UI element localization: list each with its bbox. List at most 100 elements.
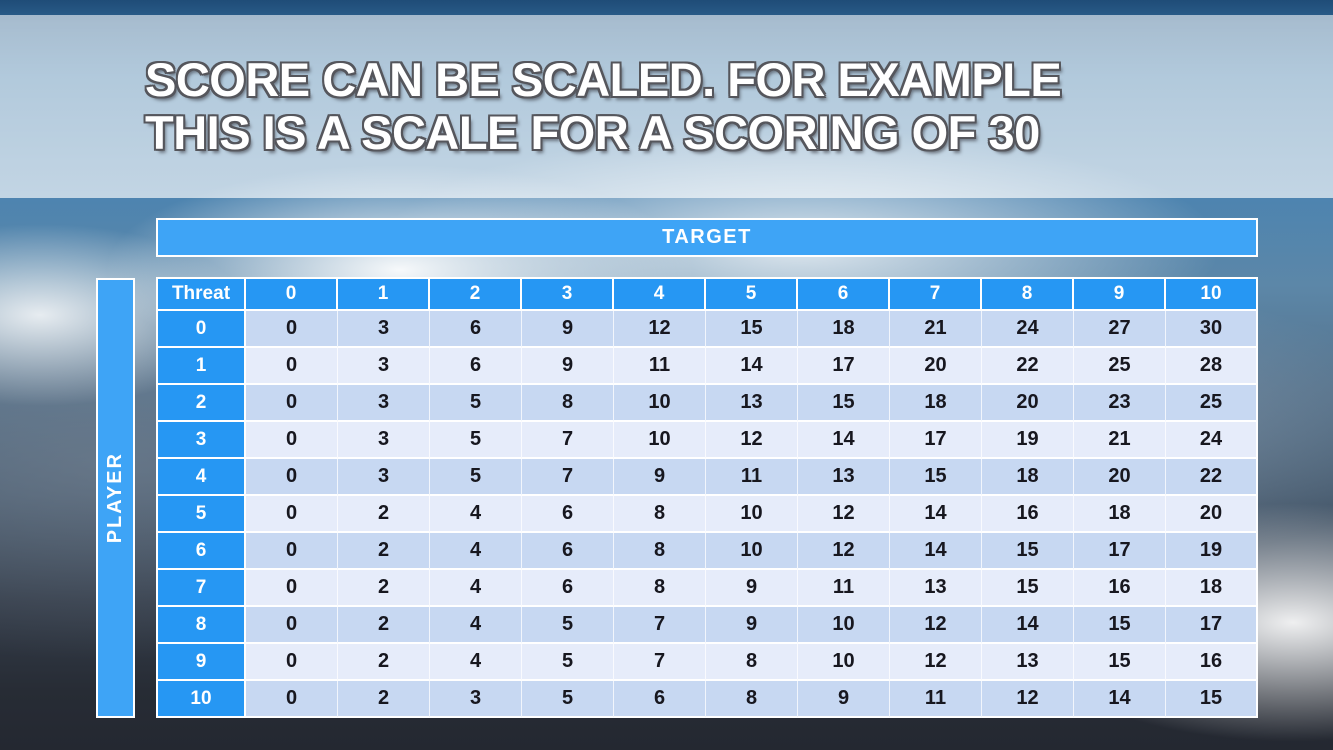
score-table: Threat 0 1 2 3 4 5 6 7 8 9 10 0 0 3 6 9 12 15 18 21 24 27 30 1 0 3… bbox=[156, 277, 1258, 718]
score-cell: 5 bbox=[522, 644, 614, 681]
score-cell: 9 bbox=[522, 311, 614, 348]
score-cell: 6 bbox=[522, 533, 614, 570]
player-axis-bar: PLAYER bbox=[96, 278, 135, 718]
score-cell: 3 bbox=[338, 348, 430, 385]
score-cell: 18 bbox=[1074, 496, 1166, 533]
target-axis-bar: TARGET bbox=[156, 218, 1258, 257]
score-cell: 21 bbox=[1074, 422, 1166, 459]
score-cell: 5 bbox=[430, 385, 522, 422]
score-cell: 4 bbox=[430, 570, 522, 607]
score-cell: 3 bbox=[430, 681, 522, 718]
score-cell: 12 bbox=[798, 533, 890, 570]
score-cell: 2 bbox=[338, 607, 430, 644]
score-cell: 20 bbox=[982, 385, 1074, 422]
score-cell: 0 bbox=[246, 644, 338, 681]
table-header-row: Threat 0 1 2 3 4 5 6 7 8 9 10 bbox=[156, 277, 1258, 311]
score-cell: 27 bbox=[1074, 311, 1166, 348]
score-cell: 8 bbox=[706, 644, 798, 681]
score-cell: 17 bbox=[1074, 533, 1166, 570]
score-cell: 13 bbox=[706, 385, 798, 422]
score-cell: 6 bbox=[614, 681, 706, 718]
score-cell: 5 bbox=[430, 459, 522, 496]
score-cell: 15 bbox=[982, 570, 1074, 607]
row-header-2: 2 bbox=[156, 385, 246, 422]
score-cell: 6 bbox=[430, 311, 522, 348]
column-header-1: 1 bbox=[338, 277, 430, 311]
player-axis-label: PLAYER bbox=[104, 452, 126, 544]
score-cell: 16 bbox=[982, 496, 1074, 533]
score-cell: 17 bbox=[798, 348, 890, 385]
score-cell: 9 bbox=[706, 570, 798, 607]
score-cell: 23 bbox=[1074, 385, 1166, 422]
title-band: SCORE CAN BE SCALED. FOR EXAMPLE THIS IS… bbox=[0, 15, 1333, 198]
row-header-8: 8 bbox=[156, 607, 246, 644]
score-cell: 5 bbox=[522, 607, 614, 644]
score-cell: 15 bbox=[1074, 644, 1166, 681]
score-cell: 9 bbox=[798, 681, 890, 718]
score-cell: 14 bbox=[706, 348, 798, 385]
score-cell: 2 bbox=[338, 681, 430, 718]
score-cell: 20 bbox=[1074, 459, 1166, 496]
score-cell: 9 bbox=[706, 607, 798, 644]
score-cell: 10 bbox=[706, 496, 798, 533]
score-cell: 15 bbox=[890, 459, 982, 496]
score-cell: 9 bbox=[614, 459, 706, 496]
table-row-6: 6 0 2 4 6 8 10 12 14 15 17 19 bbox=[156, 533, 1258, 570]
score-cell: 13 bbox=[890, 570, 982, 607]
score-cell: 4 bbox=[430, 644, 522, 681]
score-cell: 0 bbox=[246, 496, 338, 533]
score-cell: 15 bbox=[1166, 681, 1258, 718]
row-header-3: 3 bbox=[156, 422, 246, 459]
score-cell: 14 bbox=[1074, 681, 1166, 718]
score-cell: 10 bbox=[706, 533, 798, 570]
score-cell: 15 bbox=[706, 311, 798, 348]
score-cell: 0 bbox=[246, 385, 338, 422]
score-cell: 12 bbox=[890, 607, 982, 644]
score-cell: 16 bbox=[1166, 644, 1258, 681]
column-header-6: 6 bbox=[798, 277, 890, 311]
table-row-7: 7 0 2 4 6 8 9 11 13 15 16 18 bbox=[156, 570, 1258, 607]
score-cell: 22 bbox=[1166, 459, 1258, 496]
score-cell: 11 bbox=[614, 348, 706, 385]
score-cell: 12 bbox=[798, 496, 890, 533]
score-cell: 30 bbox=[1166, 311, 1258, 348]
score-cell: 12 bbox=[614, 311, 706, 348]
score-cell: 14 bbox=[982, 607, 1074, 644]
score-cell: 24 bbox=[982, 311, 1074, 348]
score-cell: 4 bbox=[430, 496, 522, 533]
score-cell: 18 bbox=[982, 459, 1074, 496]
score-cell: 8 bbox=[706, 681, 798, 718]
score-cell: 2 bbox=[338, 644, 430, 681]
score-cell: 7 bbox=[522, 459, 614, 496]
score-cell: 18 bbox=[890, 385, 982, 422]
score-cell: 0 bbox=[246, 607, 338, 644]
table-row-0: 0 0 3 6 9 12 15 18 21 24 27 30 bbox=[156, 311, 1258, 348]
score-cell: 10 bbox=[614, 422, 706, 459]
score-cell: 3 bbox=[338, 311, 430, 348]
column-header-9: 9 bbox=[1074, 277, 1166, 311]
column-header-3: 3 bbox=[522, 277, 614, 311]
table-row-10: 10 0 2 3 5 6 8 9 11 12 14 15 bbox=[156, 681, 1258, 718]
score-cell: 3 bbox=[338, 385, 430, 422]
row-header-1: 1 bbox=[156, 348, 246, 385]
score-cell: 5 bbox=[522, 681, 614, 718]
score-cell: 6 bbox=[430, 348, 522, 385]
slide-title: SCORE CAN BE SCALED. FOR EXAMPLE THIS IS… bbox=[145, 53, 1062, 159]
score-cell: 8 bbox=[522, 385, 614, 422]
score-cell: 6 bbox=[522, 570, 614, 607]
score-cell: 6 bbox=[522, 496, 614, 533]
score-cell: 8 bbox=[614, 533, 706, 570]
score-cell: 11 bbox=[798, 570, 890, 607]
score-cell: 10 bbox=[614, 385, 706, 422]
score-cell: 0 bbox=[246, 348, 338, 385]
score-cell: 10 bbox=[798, 607, 890, 644]
score-cell: 17 bbox=[1166, 607, 1258, 644]
score-cell: 0 bbox=[246, 311, 338, 348]
row-header-9: 9 bbox=[156, 644, 246, 681]
score-cell: 21 bbox=[890, 311, 982, 348]
score-cell: 13 bbox=[798, 459, 890, 496]
table-row-5: 5 0 2 4 6 8 10 12 14 16 18 20 bbox=[156, 496, 1258, 533]
score-cell: 13 bbox=[982, 644, 1074, 681]
column-header-5: 5 bbox=[706, 277, 798, 311]
row-header-6: 6 bbox=[156, 533, 246, 570]
